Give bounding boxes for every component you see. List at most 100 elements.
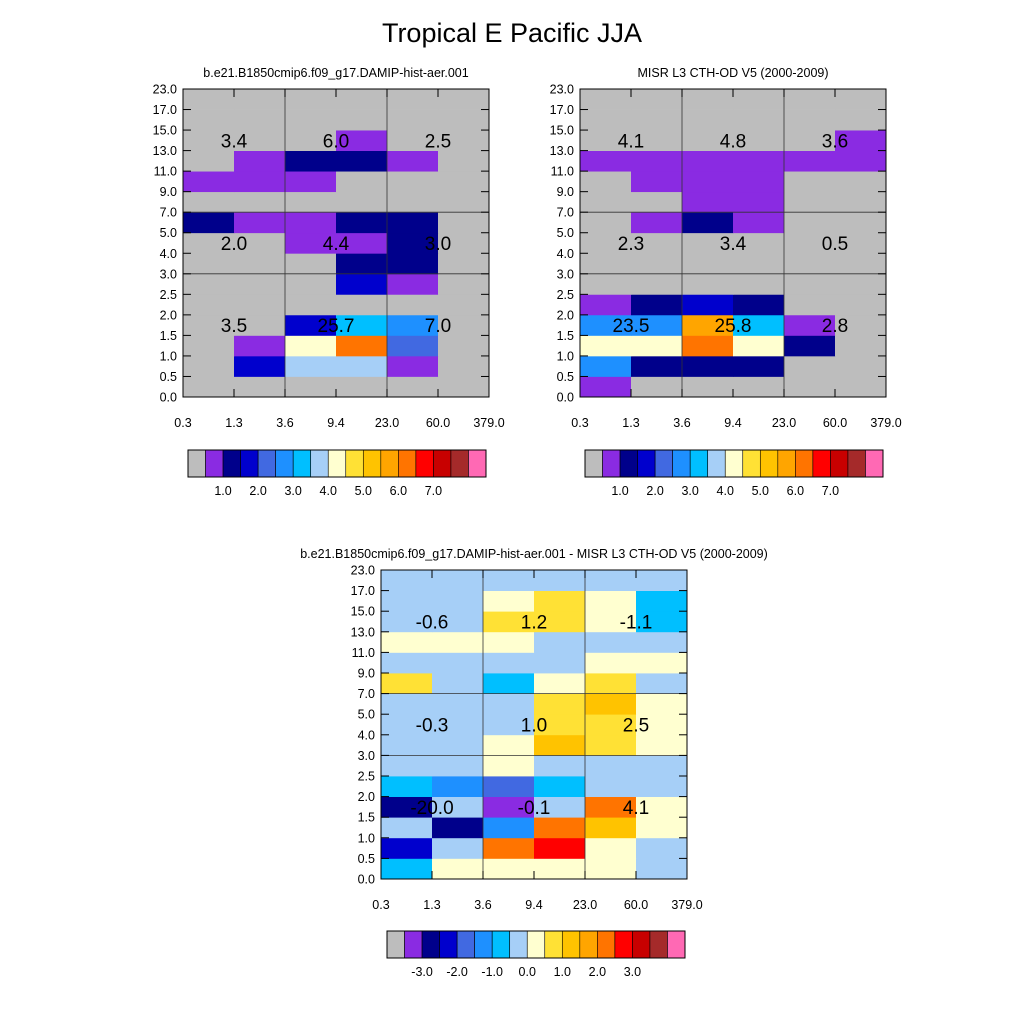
y-tick-label: 15.0 — [550, 124, 574, 138]
heatmap-cell — [183, 253, 235, 275]
heatmap-cell — [580, 109, 632, 131]
colorbar-swatch — [597, 930, 616, 959]
heatmap-cell — [381, 796, 433, 818]
colorbar-label: -1.0 — [481, 965, 503, 979]
heatmap-cell — [234, 232, 286, 254]
colorbar-swatch — [812, 449, 831, 478]
heatmap-cell — [682, 294, 734, 316]
heatmap-cell — [580, 171, 632, 193]
heatmap-cell — [733, 253, 785, 275]
heatmap-cell — [631, 212, 683, 234]
heatmap-cell — [733, 232, 785, 254]
heatmap-cell — [336, 89, 388, 110]
heatmap-cell — [183, 212, 235, 234]
heatmap-cell — [183, 355, 235, 377]
heatmap-cell — [682, 150, 734, 172]
heatmap-cell — [585, 693, 637, 715]
heatmap-cell — [387, 294, 439, 316]
y-tick-label: 11.0 — [352, 646, 375, 660]
colorbar-label: -3.0 — [411, 965, 433, 979]
heatmap-cell — [585, 590, 637, 612]
cell-annotation: 1.0 — [521, 716, 547, 737]
heatmap-cell — [234, 150, 286, 172]
colorbar-swatch — [222, 449, 241, 478]
heatmap-cell — [733, 314, 785, 336]
heatmap-cell — [534, 570, 586, 591]
heatmap-cell — [733, 273, 785, 295]
panel-title: MISR L3 CTH-OD V5 (2000-2009) — [637, 66, 828, 80]
y-tick-label: 0.5 — [160, 370, 177, 384]
heatmap-cell — [438, 376, 490, 398]
heatmap-cell — [285, 232, 337, 254]
heatmap-cell — [636, 817, 688, 839]
colorbar-swatch — [257, 449, 276, 478]
panel-title: b.e21.B1850cmip6.f09_g17.DAMIP-hist-aer.… — [203, 66, 468, 80]
heatmap-cell — [835, 294, 887, 316]
heatmap-cell — [438, 89, 490, 110]
heatmap-cell — [183, 232, 235, 254]
heatmap-cell — [534, 590, 586, 612]
heatmap-cell — [784, 376, 836, 398]
y-tick-label: 2.5 — [160, 288, 177, 302]
y-tick-label: 23.0 — [550, 83, 574, 97]
heatmap-cell — [336, 150, 388, 172]
heatmap-cell — [682, 171, 734, 193]
heatmap-cell — [483, 858, 535, 880]
heatmap-cell — [631, 191, 683, 213]
heatmap-cell — [682, 335, 734, 357]
heatmap-cell — [835, 232, 887, 254]
heatmap-cell — [585, 796, 637, 818]
heatmap-cell — [483, 570, 535, 591]
heatmap-cell — [733, 130, 785, 151]
cell-annotation: 2.5 — [623, 716, 649, 737]
heatmap-cell — [585, 776, 637, 797]
heatmap-cell — [534, 714, 586, 736]
heatmap-cell — [585, 652, 637, 674]
heatmap-cell — [682, 355, 734, 377]
heatmap-cell — [483, 776, 535, 797]
heatmap-cell — [432, 611, 484, 633]
colorbar-swatch — [865, 449, 884, 478]
heatmap-cell — [336, 253, 388, 275]
heatmap-cell — [483, 817, 535, 839]
heatmap-cell — [585, 611, 637, 633]
colorbar-swatch — [404, 930, 423, 959]
heatmap-cell — [285, 273, 337, 295]
heatmap-cell — [636, 693, 688, 715]
heatmap-cell — [631, 355, 683, 377]
heatmap-cell — [483, 673, 535, 694]
heatmap-cell — [585, 714, 637, 736]
heatmap-cell — [682, 212, 734, 234]
heatmap-cell — [438, 314, 490, 336]
heatmap-cell — [381, 570, 433, 591]
heatmap-cell — [285, 314, 337, 336]
heatmap-cell — [585, 755, 637, 777]
x-tick-label: 0.3 — [372, 898, 389, 912]
y-tick-label: 9.0 — [160, 185, 177, 199]
heatmap-cell — [285, 335, 337, 357]
colorbar-swatch — [240, 449, 259, 478]
colorbar-label: 4.0 — [320, 484, 337, 498]
heatmap-cell — [432, 796, 484, 818]
heatmap-cell — [682, 314, 734, 336]
heatmap-cell — [234, 191, 286, 213]
heatmap-cell — [387, 89, 439, 110]
x-tick-label: 0.3 — [571, 416, 588, 430]
heatmap-cell — [784, 150, 836, 172]
heatmap-cell — [285, 171, 337, 193]
colorbar-swatch — [386, 930, 405, 959]
colorbar-swatch — [614, 930, 633, 959]
colorbar-swatch — [759, 449, 779, 478]
cell-annotation: 3.4 — [221, 131, 248, 152]
heatmap-cell — [580, 150, 632, 172]
heatmap-cell — [381, 755, 433, 777]
x-tick-label: 1.3 — [225, 416, 242, 430]
heatmap-cell — [285, 253, 337, 275]
colorbar-swatch — [847, 449, 866, 478]
heatmap-cell — [534, 837, 586, 859]
heatmap-cell — [580, 253, 632, 275]
heatmap-cell — [387, 191, 439, 213]
colorbar-swatch — [456, 930, 475, 959]
cell-annotation: -1.1 — [620, 613, 653, 634]
panel-model: b.e21.B1850cmip6.f09_g17.DAMIP-hist-aer.… — [153, 66, 505, 498]
